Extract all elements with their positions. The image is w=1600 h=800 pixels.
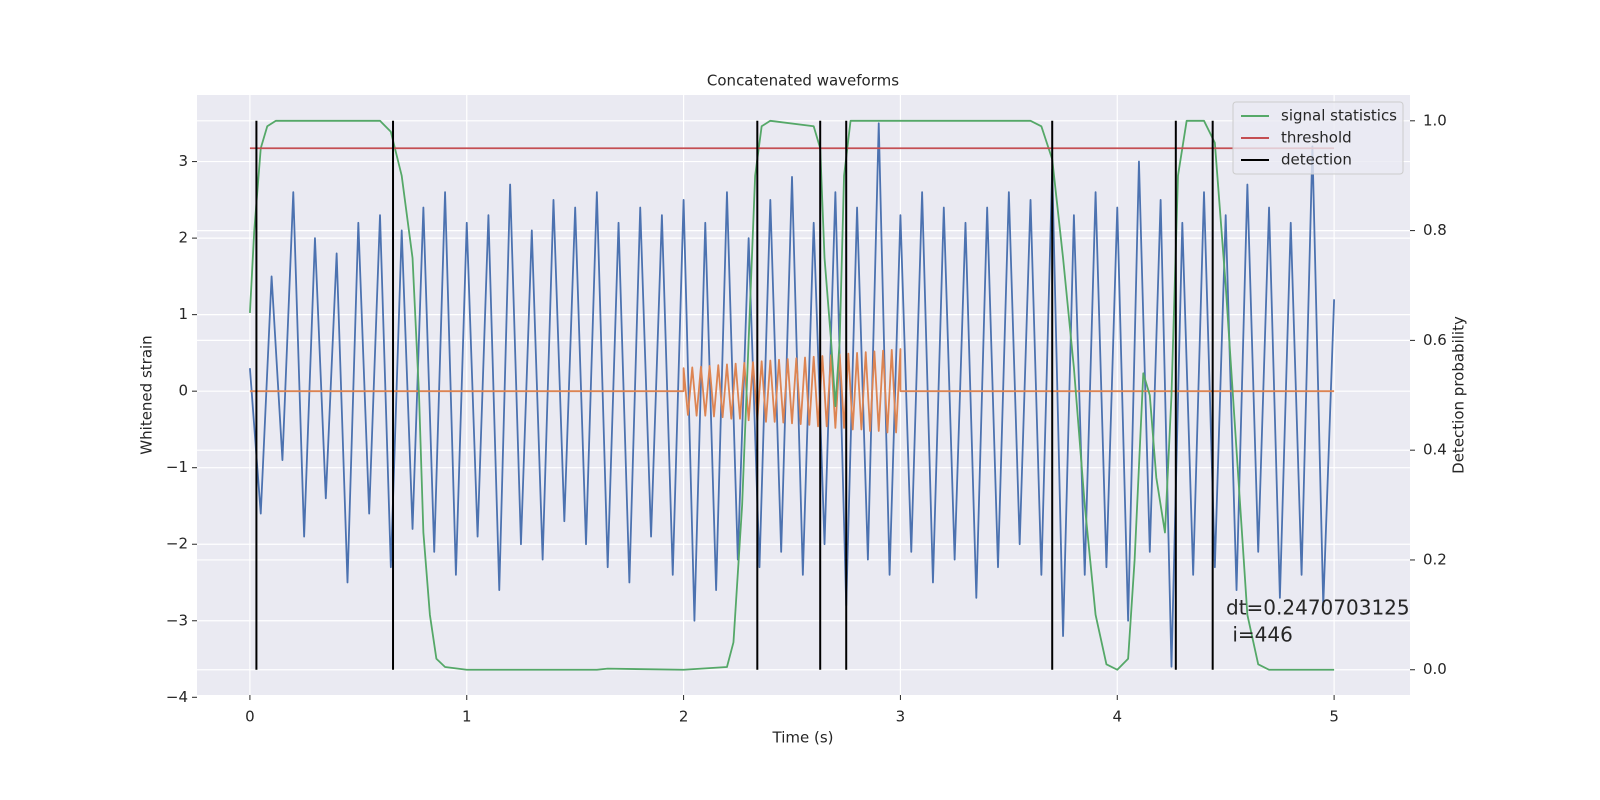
annotation: dt=0.2470703125 [1226, 596, 1410, 620]
x-tick-label: 3 [896, 708, 906, 726]
y2-axis-label: Detection probability [1450, 316, 1468, 474]
series-line [249, 119, 1335, 671]
marks [249, 119, 1336, 671]
y2-tick-label: 0.0 [1423, 660, 1447, 678]
legend: signal statistics threshold detection [1232, 101, 1404, 175]
y-tick-label: 1 [178, 305, 188, 323]
y-tick-label: 3 [178, 152, 188, 170]
y2-tick-label: 0.2 [1423, 550, 1447, 568]
annotation: i=446 [1226, 623, 1293, 647]
x-tick-label: 4 [1112, 708, 1122, 726]
y-tick-label: −3 [166, 611, 188, 629]
legend-box [1232, 101, 1404, 175]
y2-tick-label: 1.0 [1423, 111, 1447, 129]
x-tick-label: 5 [1329, 708, 1339, 726]
chart-title: Concatenated waveforms [707, 72, 899, 90]
y-tick-label: 0 [178, 382, 188, 400]
y-tick-label: −2 [166, 535, 188, 553]
ticks: 0 1 2 3 4 5 −4 −3 −2 −1 0 1 2 3 0.0 0.2 0.4 0.6 0.8 1.0 [166, 111, 1447, 725]
series-line [249, 348, 1335, 434]
y2-tick-label: 0.4 [1423, 441, 1447, 459]
legend-label: signal statistics [1281, 107, 1397, 125]
y-tick-label: −4 [166, 688, 188, 706]
x-tick-label: 1 [462, 708, 472, 726]
y2-tick-label: 0.8 [1423, 221, 1447, 239]
legend-label: threshold [1281, 129, 1352, 147]
x-tick-label: 0 [245, 708, 255, 726]
y-axis-label: Whitened strain [138, 335, 156, 454]
y-tick-label: −1 [166, 458, 188, 476]
x-axis-label: Time (s) [772, 729, 834, 747]
plot-area [197, 95, 1410, 695]
y-tick-label: 2 [178, 229, 188, 247]
x-tick-label: 2 [679, 708, 689, 726]
y2-tick-label: 0.6 [1423, 331, 1447, 349]
legend-label: detection [1281, 151, 1352, 169]
